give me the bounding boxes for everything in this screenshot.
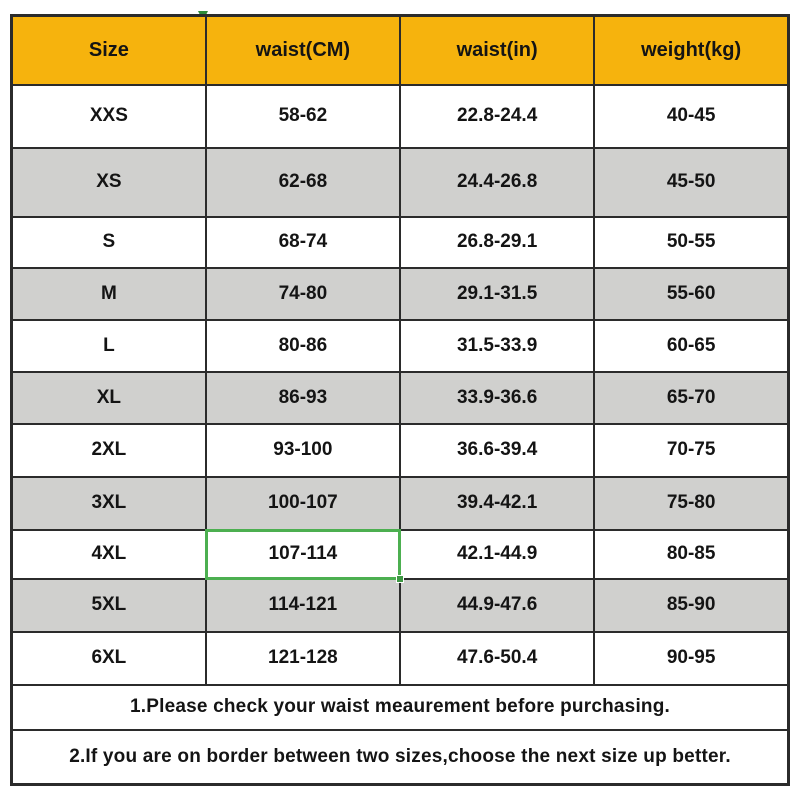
waist-cm-cell: 74-80 [204, 266, 402, 321]
table-row-3xl: 3XL 100-107 39.4-42.1 75-80 [10, 475, 790, 531]
waist-cm-cell: 58-62 [204, 83, 402, 149]
weight-kg-cell: 55-60 [593, 266, 790, 321]
weight-kg-cell: 50-55 [593, 215, 790, 269]
size-cell: 5XL [10, 577, 207, 633]
highlighted-cell-value: 107-114 [268, 543, 338, 564]
header-size: Size [10, 14, 207, 86]
note-text-2: 2.If you are on border between two sizes… [10, 728, 790, 786]
waist-in-cell: 36.6-39.4 [398, 422, 596, 478]
table-row-4xl: 4XL 107-114 42.1-44.9 80-85 [10, 528, 790, 583]
waist-in-cell: 24.4-26.8 [398, 146, 596, 218]
size-cell: 4XL [10, 528, 207, 580]
table-row-xxs: XXS 58-62 22.8-24.4 40-45 [10, 83, 790, 149]
note-text-1: 1.Please check your waist meaurement bef… [10, 683, 790, 731]
waist-in-cell: 47.6-50.4 [398, 630, 596, 686]
table-row-m: M 74-80 29.1-31.5 55-60 [10, 266, 790, 321]
table-row-s: S 68-74 26.8-29.1 50-55 [10, 215, 790, 269]
weight-kg-cell: 70-75 [593, 422, 790, 478]
waist-in-cell: 39.4-42.1 [398, 475, 596, 531]
table-row-xs: XS 62-68 24.4-26.8 45-50 [10, 146, 790, 218]
waist-cm-cell: 114-121 [204, 577, 402, 633]
weight-kg-cell: 60-65 [593, 318, 790, 373]
waist-cm-cell: 93-100 [204, 422, 402, 478]
size-chart-table: Size waist(CM) waist(in) weight(kg) XXS … [10, 14, 790, 786]
size-cell: 6XL [10, 630, 207, 686]
table-row-2xl: 2XL 93-100 36.6-39.4 70-75 [10, 422, 790, 478]
weight-kg-cell: 40-45 [593, 83, 790, 149]
size-cell: L [10, 318, 207, 373]
waist-cm-cell: 62-68 [204, 146, 402, 218]
table-row-xl: XL 86-93 33.9-36.6 65-70 [10, 370, 790, 425]
weight-kg-cell: 85-90 [593, 577, 790, 633]
header-weight-kg: weight(kg) [593, 14, 790, 86]
weight-kg-cell: 80-85 [593, 528, 790, 580]
header-row: Size waist(CM) waist(in) weight(kg) [10, 14, 790, 86]
waist-cm-cell: 121-128 [204, 630, 402, 686]
header-waist-cm: waist(CM) [204, 14, 402, 86]
note-row-1: 1.Please check your waist meaurement bef… [10, 683, 790, 731]
size-cell: XS [10, 146, 207, 218]
waist-cm-cell: 86-93 [204, 370, 402, 425]
waist-in-cell: 42.1-44.9 [398, 528, 596, 580]
weight-kg-cell: 90-95 [593, 630, 790, 686]
waist-in-cell: 44.9-47.6 [398, 577, 596, 633]
waist-cm-cell: 80-86 [204, 318, 402, 373]
weight-kg-cell: 45-50 [593, 146, 790, 218]
size-cell: XXS [10, 83, 207, 149]
size-cell: 3XL [10, 475, 207, 531]
header-waist-in: waist(in) [398, 14, 596, 86]
size-cell: M [10, 266, 207, 321]
table-row-5xl: 5XL 114-121 44.9-47.6 85-90 [10, 577, 790, 633]
waist-in-cell: 33.9-36.6 [398, 370, 596, 425]
waist-in-cell: 22.8-24.4 [398, 83, 596, 149]
weight-kg-cell: 65-70 [593, 370, 790, 425]
waist-in-cell: 26.8-29.1 [398, 215, 596, 269]
waist-in-cell: 29.1-31.5 [398, 266, 596, 321]
size-cell: S [10, 215, 207, 269]
table-row-6xl: 6XL 121-128 47.6-50.4 90-95 [10, 630, 790, 686]
size-cell: XL [10, 370, 207, 425]
note-row-2: 2.If you are on border between two sizes… [10, 728, 790, 786]
waist-in-cell: 31.5-33.9 [398, 318, 596, 373]
waist-cm-cell: 100-107 [204, 475, 402, 531]
highlighted-waist-cm-cell: 107-114 [204, 528, 404, 583]
weight-kg-cell: 75-80 [593, 475, 790, 531]
size-cell: 2XL [10, 422, 207, 478]
table-row-l: L 80-86 31.5-33.9 60-65 [10, 318, 790, 373]
waist-cm-cell: 68-74 [204, 215, 402, 269]
